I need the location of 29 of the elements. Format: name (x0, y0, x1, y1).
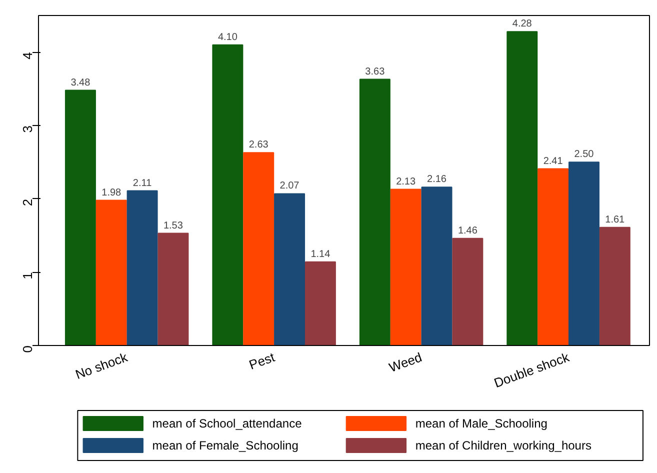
legend-label: mean of School_attendance (152, 416, 302, 430)
data-label: 1.61 (605, 214, 626, 226)
y-tick-label: 2 (20, 198, 35, 206)
data-label: 1.14 (310, 248, 331, 260)
data-label: 2.50 (574, 149, 594, 160)
x-tick-label: Double shock (492, 349, 572, 391)
y-tick-label: 0 (20, 345, 35, 353)
data-label: 1.53 (163, 220, 184, 232)
data-label: 4.28 (512, 18, 532, 30)
data-label: 2.16 (427, 174, 447, 186)
legend-label: mean of Female_Schooling (152, 438, 298, 452)
data-label: 2.41 (543, 156, 564, 167)
data-label: 2.07 (280, 180, 300, 192)
x-tick-label: No shock (73, 349, 130, 382)
y-tick-label: 3 (20, 125, 35, 133)
y-tick-label: 1 (20, 272, 35, 280)
y-tick-label: 4 (20, 52, 35, 60)
data-label: 2.13 (396, 176, 416, 188)
data-label: 2.11 (132, 178, 152, 189)
legend-label: mean of Children_working_hours (415, 438, 592, 452)
x-tick-label: Pest (247, 349, 278, 372)
data-label: 1.46 (458, 225, 478, 236)
data-label: 1.98 (102, 187, 122, 198)
data-label: 4.10 (218, 32, 238, 43)
data-label: 3.48 (70, 77, 91, 88)
legend-label: mean of Male_Schooling (415, 416, 548, 430)
data-label: 2.63 (248, 140, 269, 151)
data-label: 3.63 (365, 66, 386, 78)
x-tick-label: Weed (387, 349, 424, 376)
